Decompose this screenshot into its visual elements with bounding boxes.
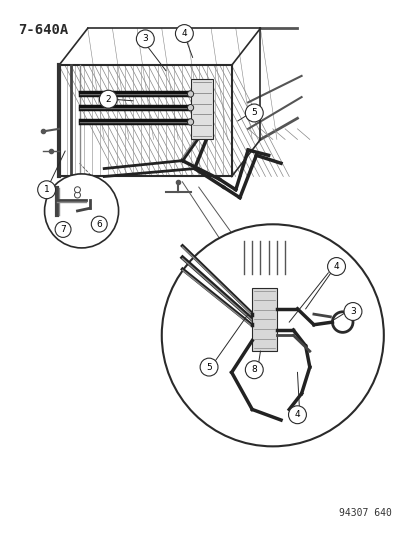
Circle shape <box>161 224 383 446</box>
Text: 2: 2 <box>105 95 111 104</box>
Circle shape <box>74 192 80 198</box>
Circle shape <box>327 257 344 276</box>
Circle shape <box>74 187 80 193</box>
Text: 3: 3 <box>142 34 148 43</box>
Circle shape <box>45 174 118 248</box>
Ellipse shape <box>187 119 193 125</box>
Bar <box>252 288 276 351</box>
Text: 94307 640: 94307 640 <box>338 508 391 518</box>
Circle shape <box>99 90 117 108</box>
Circle shape <box>245 361 263 378</box>
Circle shape <box>55 222 71 237</box>
Text: 4: 4 <box>181 29 187 38</box>
Circle shape <box>199 358 218 376</box>
Text: 1: 1 <box>44 185 50 194</box>
Circle shape <box>38 181 55 199</box>
Text: 8: 8 <box>251 365 256 374</box>
Circle shape <box>343 303 361 320</box>
Text: 7-640A: 7-640A <box>18 23 68 37</box>
Circle shape <box>175 25 193 43</box>
Circle shape <box>136 30 154 48</box>
Text: 5: 5 <box>251 109 256 117</box>
Bar <box>190 78 213 140</box>
Circle shape <box>91 216 107 232</box>
Ellipse shape <box>187 104 193 111</box>
Text: 5: 5 <box>206 362 211 372</box>
Circle shape <box>245 104 263 122</box>
Text: 7: 7 <box>60 225 66 234</box>
Text: 3: 3 <box>349 307 355 316</box>
Text: 4: 4 <box>294 410 299 419</box>
Text: 4: 4 <box>333 262 339 271</box>
Text: 6: 6 <box>96 220 102 229</box>
Ellipse shape <box>187 91 193 97</box>
Circle shape <box>288 406 306 424</box>
